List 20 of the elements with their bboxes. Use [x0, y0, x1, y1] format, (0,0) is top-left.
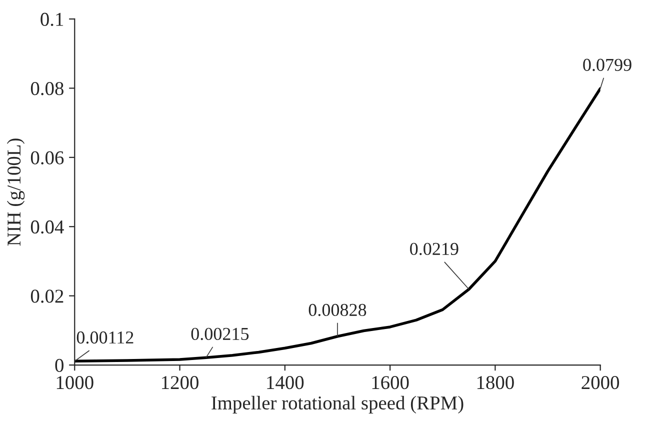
x-tick-label: 1400: [267, 376, 304, 390]
x-tick-label: 1200: [162, 376, 198, 390]
data-label: 0.00112: [76, 331, 134, 344]
x-tick-label: 1800: [477, 376, 514, 390]
data-label: 0.00215: [191, 328, 249, 340]
y-tick-label: 0: [55, 358, 64, 372]
y-axis-title: NIH (g/100L): [6, 138, 25, 246]
x-tick-label: 2000: [582, 376, 620, 390]
y-tick-label: 0.02: [30, 290, 64, 303]
y-tick-label: 0.06: [30, 151, 64, 164]
data-label: 0.00828: [308, 304, 366, 316]
data-label: 0.0799: [583, 58, 632, 72]
y-tick-label: 0.04: [30, 220, 64, 234]
data-label: 0.0219: [410, 242, 458, 256]
x-tick-label: 1000: [56, 376, 94, 390]
x-axis-title: Impeller rotational speed (RPM): [212, 396, 464, 414]
x-tick-label: 1600: [372, 376, 409, 390]
line-series: [74, 87, 600, 363]
y-tick-label: 0.1: [40, 12, 64, 26]
y-tick-label: 0.08: [30, 82, 64, 96]
